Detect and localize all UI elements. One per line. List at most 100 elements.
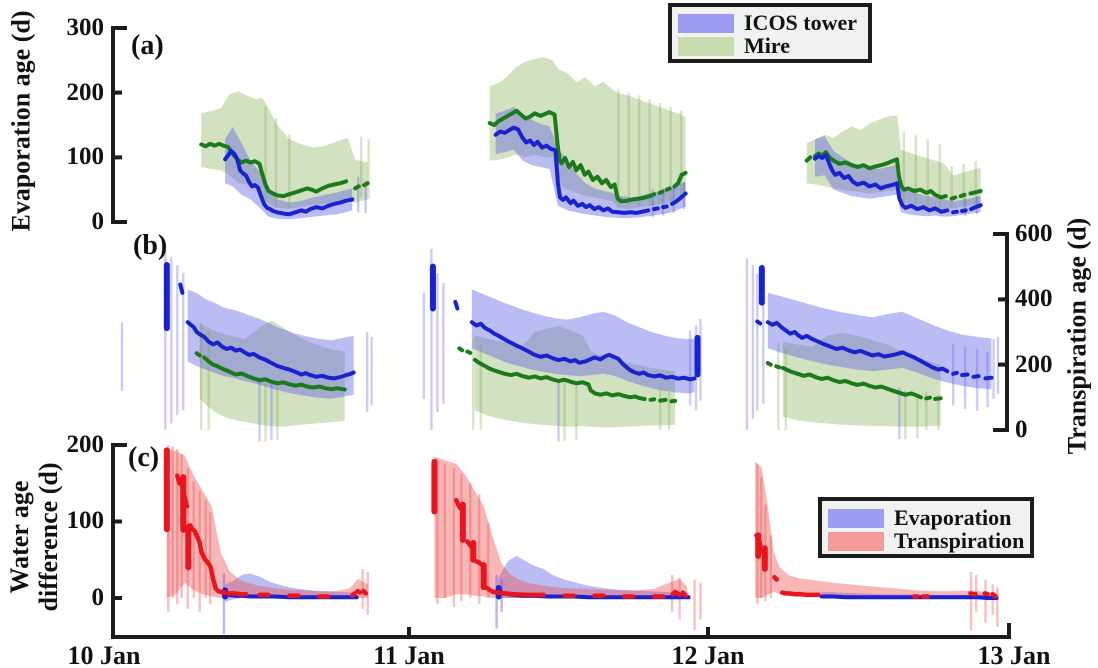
icos-evap-age-line [670,191,688,206]
icos-transp-age-band [471,289,695,394]
icos-evap-age-line [223,148,355,217]
axes [111,26,1011,639]
transp-age-difference-line [453,497,463,511]
mire-evap-age-line [199,141,349,199]
xtick-11-jan: 11 Jan [373,641,445,668]
transp-age-difference-line [759,546,768,561]
panel-a-plot [199,57,983,220]
legend-item-evaporation: Evaporation [828,505,1032,530]
panel-c-y-axis [111,443,127,637]
legend-flux-difference: Evaporation Transpiration [818,497,1034,558]
y-axis-label-evaporation-age: Evaporation age (d) [6,10,36,232]
panel-c-letter: (c) [128,442,160,473]
transp-age-difference-line [482,585,546,598]
mire-transp-age-line [457,346,465,353]
mire-transp-age-line [472,357,647,401]
icos-transp-age-line [185,320,356,381]
evap-age-difference-line [819,594,999,600]
transp-age-difference-line [990,591,998,599]
legend-sites: ICOS tower Mire [668,3,872,63]
mire-transp-age-band [782,332,941,427]
transp-age-difference-band [434,456,688,598]
transp-age-difference-line [968,591,978,597]
water-age-label-line2: difference (d) [34,462,63,612]
mire-transp-age-line [194,351,202,358]
icos-tower-swatch [678,14,734,33]
panel-b-plot [120,248,1000,442]
mire-evap-age-line [968,189,983,196]
icos-tower-label: ICOS tower [744,10,858,35]
transp-age-difference-line [187,523,249,597]
a-ytick-100: 100 [66,143,105,170]
mire-transp-age-line [465,349,473,355]
mire-transp-age-band [199,320,345,427]
mire-evap-age-band [489,57,686,210]
b-ytick-600: 600 [1015,220,1053,247]
y-axis-label-water-age-difference: Water age difference (d) [5,463,63,612]
transp-age-difference-line [680,590,688,598]
mire-label: Mire [744,33,791,58]
icos-evap-age-line [951,209,959,215]
transp-age-difference-line [178,477,190,509]
icos-transp-age-line [765,320,950,374]
mire-transp-age-line [765,361,773,367]
transp-age-difference-line [465,539,475,550]
mire-evap-age-line [664,186,672,192]
mire-evap-age-line [353,184,361,191]
mire-evap-age-band [201,91,368,210]
panel-c-plot [163,445,999,634]
transp-age-difference-line [982,591,990,597]
x-axis [111,623,1011,639]
legend-item-icos-tower: ICOS tower [678,10,870,35]
mire-transp-age-line [933,396,943,401]
icos-transp-age-line [755,319,763,326]
legend-item-transpiration: Transpiration [828,528,1032,553]
mire-evap-age-line [657,189,665,195]
icos-transp-age-line [983,375,994,381]
transpiration-swatch [828,532,884,551]
mire-swatch [678,37,734,56]
evaporation-swatch [828,509,884,528]
icos-transp-age-line [469,320,697,382]
transp-age-difference-line [754,533,763,547]
mire-transp-age-line [658,397,668,403]
b-ytick-400: 400 [1015,285,1053,312]
panel-b-y-axis [993,232,1009,432]
a-ytick-0: 0 [91,208,105,235]
icos-evap-age-band [495,106,686,219]
mire-evap-age-line [804,155,813,163]
mire-evap-age-line [487,108,657,204]
transp-age-difference-line [772,575,780,582]
c-ytick-200: 200 [66,431,105,458]
mire-transp-age-line [924,395,932,401]
icos-transp-age-line [453,299,460,311]
transp-age-difference-band [755,461,998,598]
mire-transp-age-line [780,365,923,400]
icos-evap-age-band [225,126,353,220]
icos-transp-age-band [767,292,992,390]
legend-item-mire: Mire [678,33,870,58]
a-ytick-200: 200 [66,79,105,106]
icos-evap-age-line [969,203,983,212]
mire-evap-age-line [949,195,958,201]
c-ytick-100: 100 [66,507,105,534]
mire-transp-age-line [774,364,782,370]
water-age-label-line1: Water age [5,480,34,594]
mire-evap-age-line [672,170,688,189]
mire-transp-age-line [648,397,657,402]
a-ytick-300: 300 [66,14,105,41]
c-ytick-0: 0 [91,584,105,611]
icos-transp-age-line [951,370,959,376]
mire-evap-age-line [813,150,948,200]
icos-evap-age-line [813,152,950,214]
icos-transp-age-line [960,372,970,378]
panel-b-letter: (b) [133,230,168,261]
icos-evap-age-line [493,125,651,215]
xtick-13-jan: 13 Jan [977,641,1051,668]
icos-transp-age-line [971,374,981,379]
panel-a-letter: (a) [131,30,164,61]
transp-age-difference-line [349,591,357,598]
y-axis-label-transpiration-age: Transpiration age (d) [1062,217,1092,455]
transp-age-difference-band [166,448,368,598]
